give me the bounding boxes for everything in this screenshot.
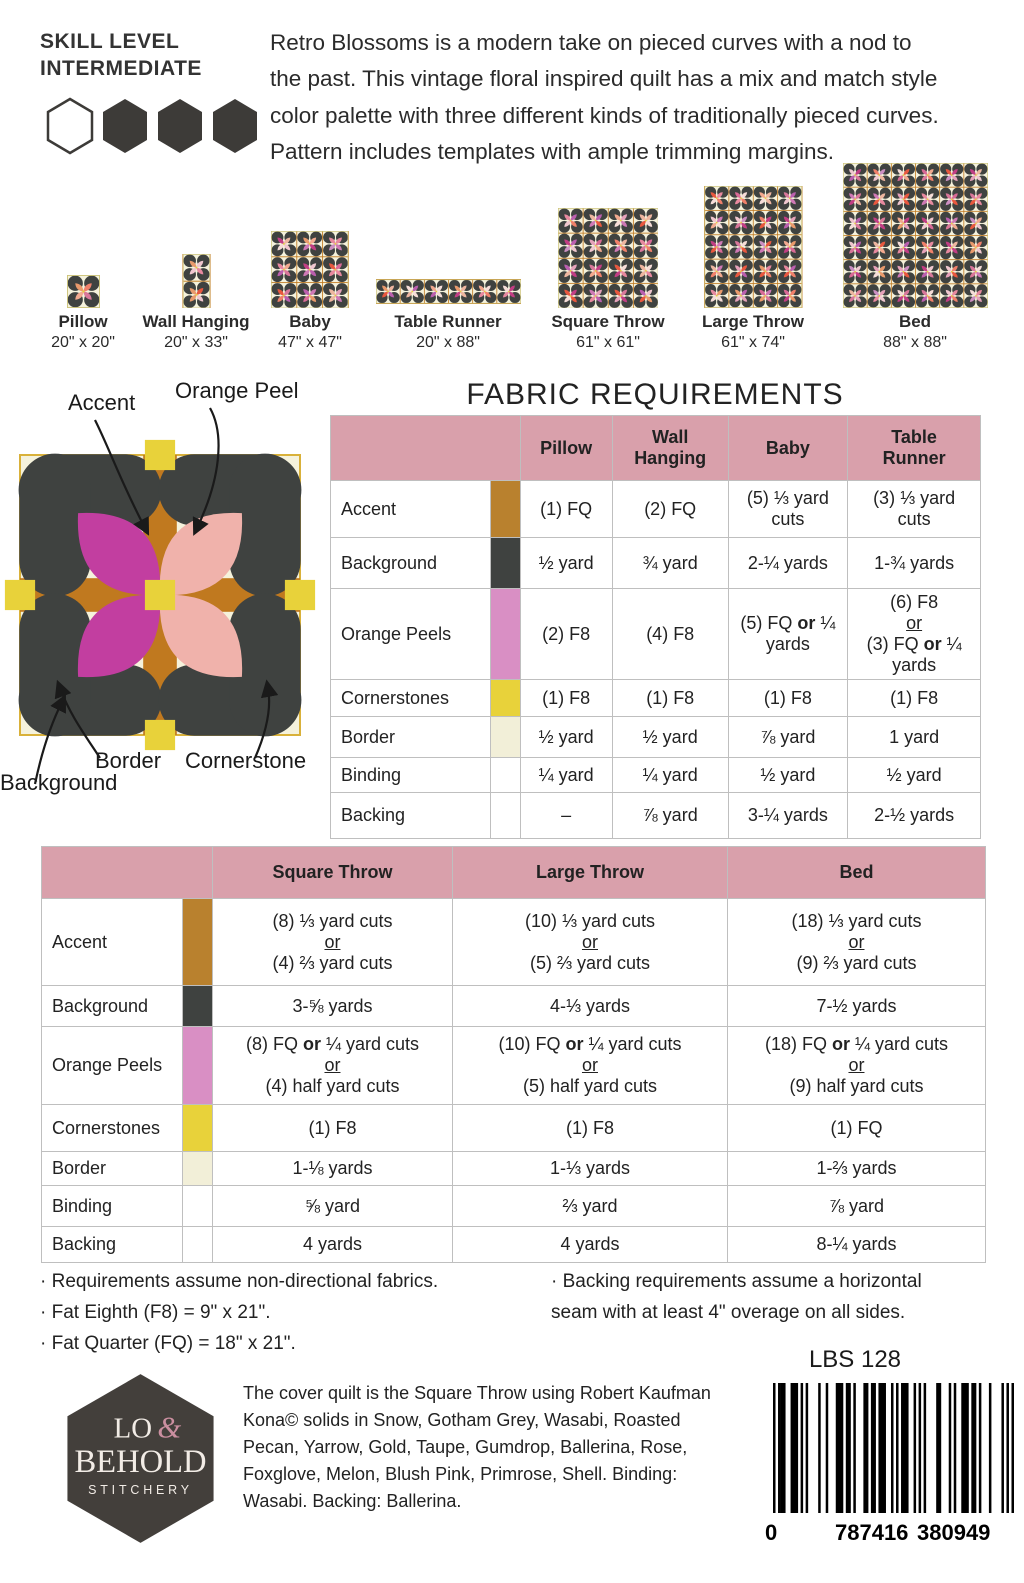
svg-text:787416: 787416 [835, 1520, 908, 1545]
svg-text:&: & [157, 1410, 181, 1444]
svg-text:Background: Background [0, 770, 117, 795]
svg-text:380949: 380949 [917, 1520, 990, 1545]
svg-text:Border: Border [95, 748, 161, 773]
svg-text:STITCHERY: STITCHERY [88, 1483, 193, 1497]
svg-text:Cornerstone: Cornerstone [185, 748, 306, 773]
svg-text:0: 0 [765, 1520, 777, 1545]
svg-text:BEHOLD: BEHOLD [74, 1444, 206, 1480]
svg-text:Orange Peel: Orange Peel [175, 380, 299, 403]
svg-text:Accent: Accent [68, 390, 135, 415]
svg-text:LO: LO [114, 1412, 152, 1444]
